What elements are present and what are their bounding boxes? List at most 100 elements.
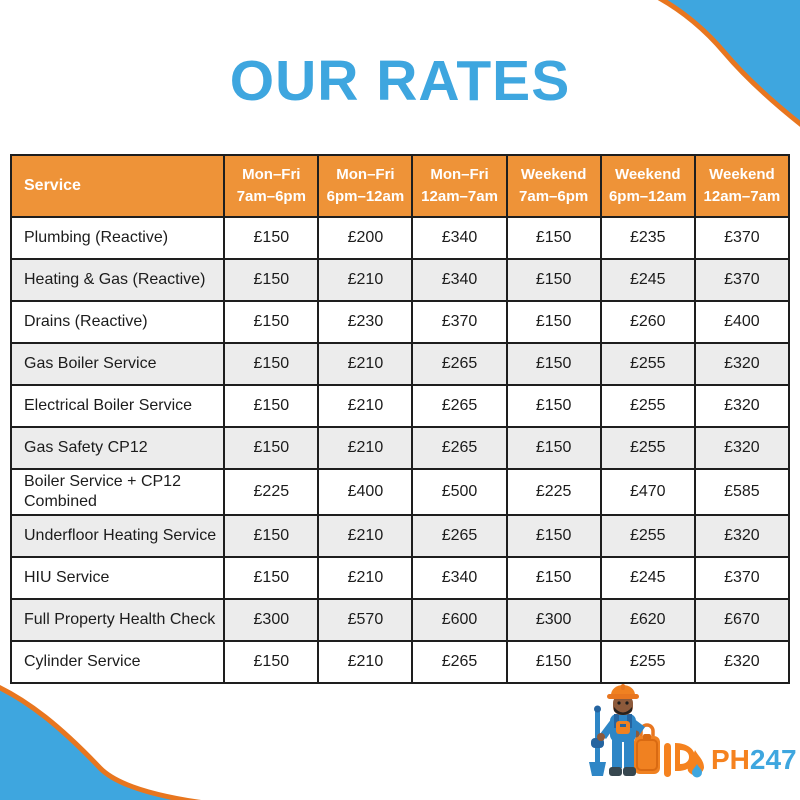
price-cell: £230 <box>317 300 414 344</box>
price-cell: £470 <box>599 468 696 516</box>
rates-table: Service Mon–Fri 7am–6pm Mon–Fri 6pm–12am Mon… <box>9 154 791 684</box>
price-cell: £255 <box>599 342 696 386</box>
service-name-cell: Heating & Gas (Reactive) <box>9 258 226 302</box>
column-header-line2: 6pm–12am <box>608 188 687 205</box>
table-row: Drains (Reactive) £150 £230 £370 £150 £260 £40… <box>9 300 791 344</box>
service-name-cell: Underfloor Heating Service <box>9 514 226 558</box>
price-cell: £210 <box>317 556 414 600</box>
price-cell: £370 <box>411 300 508 344</box>
column-header: Weekend 6pm–12am <box>599 154 696 218</box>
brand-logo: PH247 <box>664 740 797 780</box>
price-cell: £150 <box>505 300 602 344</box>
column-header: Weekend 7am–6pm <box>505 154 602 218</box>
price-cell: £150 <box>505 384 602 428</box>
price-cell: £225 <box>223 468 320 516</box>
column-header-service: Service <box>9 154 226 218</box>
table-row: Electrical Boiler Service £150 £210 £265 £15… <box>9 384 791 428</box>
column-header-line1: Weekend <box>520 165 587 183</box>
column-header: Mon–Fri 12am–7am <box>411 154 508 218</box>
price-cell: £210 <box>317 426 414 470</box>
price-cell: £150 <box>223 300 320 344</box>
price-cell: £210 <box>317 342 414 386</box>
price-cell: £320 <box>693 426 791 470</box>
price-cell: £245 <box>599 258 696 302</box>
column-header-line1: Weekend <box>709 165 775 183</box>
price-cell: £320 <box>693 384 791 428</box>
column-header-line2: 12am–7am <box>421 188 498 205</box>
brand-text-ph: PH <box>711 744 750 775</box>
column-header-line2: 7am–6pm <box>236 188 306 205</box>
table-row: Boiler Service + CP12 Combined £225 £400 £5… <box>9 468 791 516</box>
price-cell: £150 <box>223 426 320 470</box>
price-cell: £235 <box>599 216 696 260</box>
column-header-line1: Mon–Fri <box>242 165 301 183</box>
table-row: HIU Service £150 £210 £340 £150 £245 £370 <box>9 556 791 600</box>
price-cell: £255 <box>599 514 696 558</box>
brand-text: PH247 <box>711 744 797 776</box>
price-cell: £500 <box>411 468 508 516</box>
price-cell: £300 <box>223 598 320 642</box>
price-cell: £370 <box>693 556 791 600</box>
service-name-cell: Gas Safety CP12 <box>9 426 226 470</box>
price-cell: £245 <box>599 556 696 600</box>
service-name-cell: Boiler Service + CP12 Combined <box>9 468 226 516</box>
service-name-cell: Cylinder Service <box>9 640 226 684</box>
price-cell: £265 <box>411 384 508 428</box>
brand-text-247: 247 <box>749 744 797 775</box>
price-cell: £150 <box>223 514 320 558</box>
price-cell: £260 <box>599 300 696 344</box>
price-cell: £265 <box>411 342 508 386</box>
price-cell: £400 <box>317 468 414 516</box>
price-cell: £265 <box>411 514 508 558</box>
price-cell: £150 <box>223 384 320 428</box>
service-name-cell: Plumbing (Reactive) <box>9 216 226 260</box>
service-name-cell: Drains (Reactive) <box>9 300 226 344</box>
price-cell: £210 <box>317 384 414 428</box>
table-row: Underfloor Heating Service £150 £210 £265 £1… <box>9 514 791 558</box>
price-cell: £265 <box>411 426 508 470</box>
table-row: Gas Safety CP12 £150 £210 £265 £150 £255 £320 <box>9 426 791 470</box>
table-row: Full Property Health Check £300 £570 £600 £3… <box>9 598 791 642</box>
service-name-cell: Gas Boiler Service <box>9 342 226 386</box>
column-header: Mon–Fri 7am–6pm <box>223 154 320 218</box>
price-cell: £210 <box>317 514 414 558</box>
price-cell: £225 <box>505 468 602 516</box>
plumber-mascot-icon <box>589 684 660 776</box>
service-name-cell: Full Property Health Check <box>9 598 226 642</box>
price-cell: £570 <box>317 598 414 642</box>
price-cell: £150 <box>505 216 602 260</box>
price-cell: £150 <box>223 342 320 386</box>
price-cell: £150 <box>505 556 602 600</box>
price-cell: £150 <box>223 640 320 684</box>
price-cell: £340 <box>411 258 508 302</box>
table-row: Cylinder Service £150 £210 £265 £150 £255 £320 <box>9 640 791 684</box>
price-cell: £255 <box>599 384 696 428</box>
price-cell: £320 <box>693 342 791 386</box>
column-header-line2: 6pm–12am <box>326 188 405 205</box>
price-cell: £210 <box>317 258 414 302</box>
price-cell: £370 <box>693 216 791 260</box>
price-cell: £370 <box>693 258 791 302</box>
price-cell: £150 <box>505 640 602 684</box>
column-header-line1: Mon–Fri <box>430 165 489 183</box>
price-cell: £150 <box>505 258 602 302</box>
column-header: Weekend 12am–7am <box>693 154 791 218</box>
price-cell: £255 <box>599 426 696 470</box>
price-cell: £340 <box>411 556 508 600</box>
price-cell: £150 <box>223 556 320 600</box>
column-header-line1: Weekend <box>614 165 681 183</box>
service-name-cell: HIU Service <box>9 556 226 600</box>
price-cell: £320 <box>693 514 791 558</box>
price-cell: £150 <box>505 426 602 470</box>
page-title: OUR RATES <box>229 49 571 113</box>
price-cell: £620 <box>599 598 696 642</box>
service-name-cell: Electrical Boiler Service <box>9 384 226 428</box>
price-cell: £320 <box>693 640 791 684</box>
price-cell: £400 <box>693 300 791 344</box>
price-cell: £600 <box>411 598 508 642</box>
column-header-line2: 12am–7am <box>703 188 781 205</box>
price-cell: £585 <box>693 468 791 516</box>
price-cell: £265 <box>411 640 508 684</box>
table-row: Plumbing (Reactive) £150 £200 £340 £150 £235 £… <box>9 216 791 260</box>
column-header: Mon–Fri 6pm–12am <box>317 154 414 218</box>
